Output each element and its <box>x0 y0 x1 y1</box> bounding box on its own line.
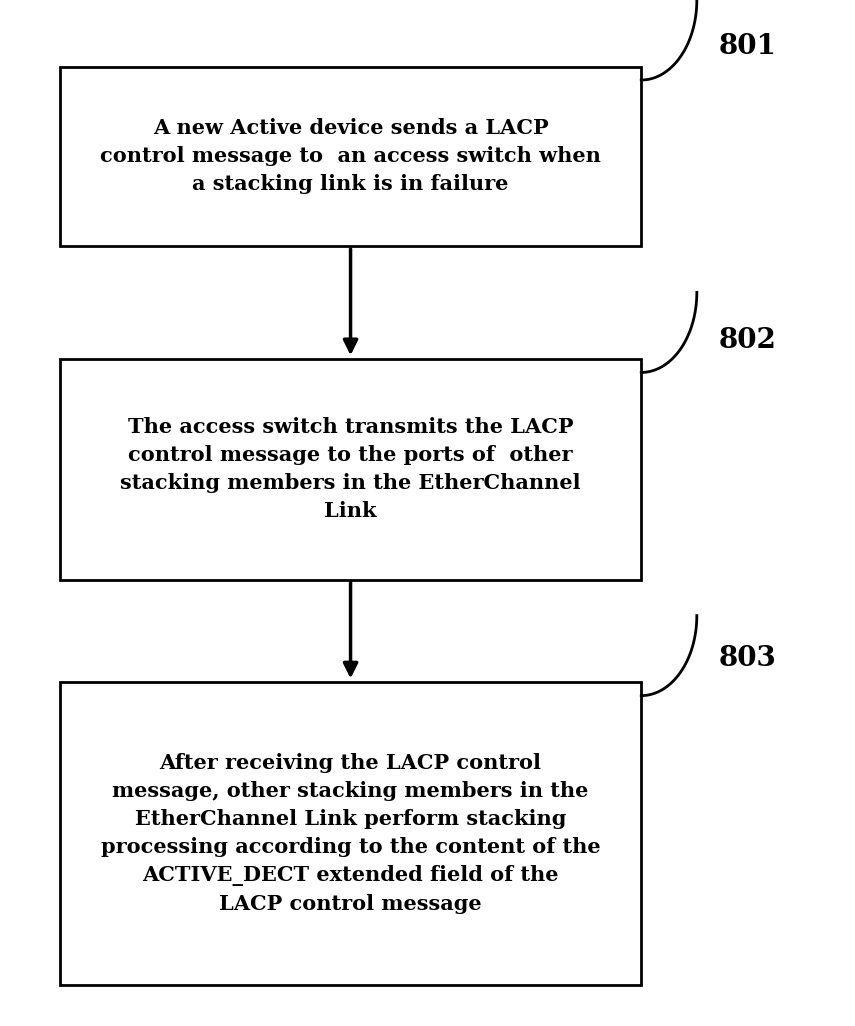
Text: The access switch transmits the LACP
control message to the ports of  other
stac: The access switch transmits the LACP con… <box>121 418 581 521</box>
FancyBboxPatch shape <box>60 682 641 985</box>
FancyBboxPatch shape <box>60 359 641 580</box>
Text: 802: 802 <box>718 327 776 354</box>
Text: 803: 803 <box>718 645 776 672</box>
Text: A new Active device sends a LACP
control message to  an access switch when
a sta: A new Active device sends a LACP control… <box>100 118 601 195</box>
Text: 801: 801 <box>718 33 776 60</box>
Text: After receiving the LACP control
message, other stacking members in the
EtherCha: After receiving the LACP control message… <box>101 753 600 914</box>
FancyBboxPatch shape <box>60 67 641 246</box>
